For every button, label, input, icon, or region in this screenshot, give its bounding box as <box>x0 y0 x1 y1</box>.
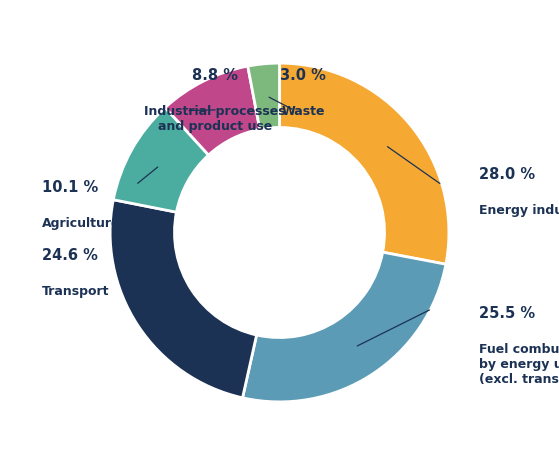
Wedge shape <box>110 199 257 398</box>
Wedge shape <box>165 66 260 155</box>
Wedge shape <box>280 63 449 264</box>
Text: 25.5 %: 25.5 % <box>480 306 536 320</box>
Text: Industrial processes
and product use: Industrial processes and product use <box>144 106 286 133</box>
Wedge shape <box>113 107 209 212</box>
Text: 8.8 %: 8.8 % <box>192 68 238 83</box>
Text: Energy industries: Energy industries <box>480 204 559 217</box>
Wedge shape <box>248 63 280 129</box>
Text: Agriculture: Agriculture <box>42 217 121 230</box>
Text: 10.1 %: 10.1 % <box>42 180 98 195</box>
Text: 24.6 %: 24.6 % <box>42 248 98 263</box>
Text: 3.0 %: 3.0 % <box>280 68 326 83</box>
Text: Fuel combustion
by energy users
(excl. transport): Fuel combustion by energy users (excl. t… <box>480 343 559 385</box>
Text: 28.0 %: 28.0 % <box>480 166 536 182</box>
Text: Transport: Transport <box>42 285 110 298</box>
Wedge shape <box>243 252 446 402</box>
Text: Waste: Waste <box>282 106 325 119</box>
